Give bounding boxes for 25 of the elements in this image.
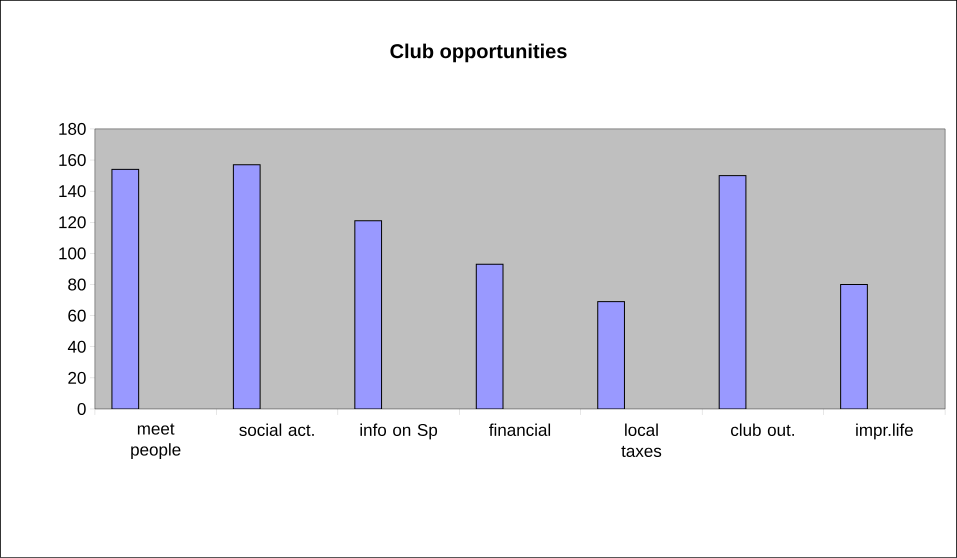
bar (840, 284, 868, 410)
x-tick-label: local taxes (621, 424, 662, 458)
y-tick-label: 100 (59, 247, 86, 260)
bar (597, 301, 625, 410)
x-tick-label: meet people (131, 424, 180, 460)
y-tick-label: 20 (68, 372, 86, 384)
bar (476, 264, 504, 410)
y-tick-label: 80 (68, 278, 86, 291)
y-tick-label: 40 (68, 340, 86, 353)
y-tick-label: 140 (59, 185, 86, 198)
y-tick-label: 180 (59, 122, 86, 135)
bar (718, 175, 746, 410)
x-tick-label: financial (489, 424, 550, 436)
chart-title: Club opportunities (390, 44, 567, 62)
y-tick-label: 120 (59, 216, 86, 228)
bar (111, 168, 140, 410)
y-tick-label: 0 (78, 403, 86, 416)
x-tick-label: social act. (239, 424, 314, 436)
bar (354, 220, 382, 410)
x-tick-label: impr.life (856, 424, 913, 440)
x-tick-label: info on Sp (360, 424, 438, 440)
y-tick-label: 60 (68, 310, 86, 322)
bar (232, 164, 261, 410)
x-tick-label: club out. (731, 424, 794, 436)
y-tick-label: 160 (59, 154, 86, 166)
